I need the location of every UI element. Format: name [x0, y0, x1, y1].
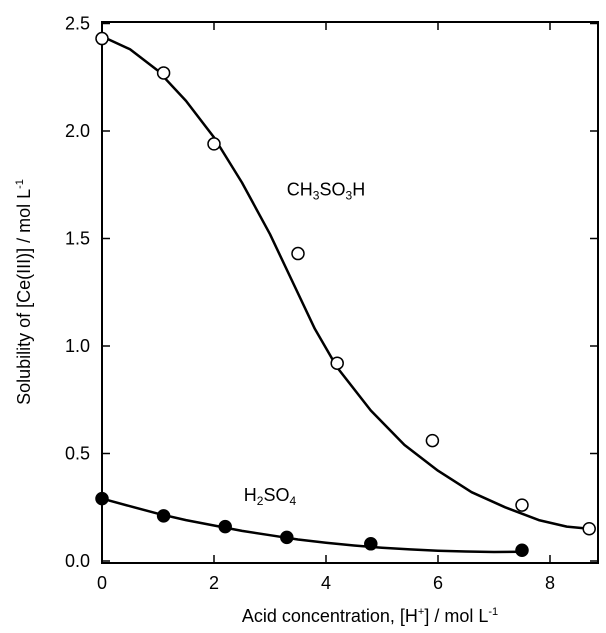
y-tick-label: 1.0 — [65, 336, 90, 356]
x-axis-ticks: 0 2 4 6 8 — [97, 22, 555, 593]
x-tick-label: 0 — [97, 573, 107, 593]
data-point-ch3so3h — [330, 356, 344, 370]
y-tick-label: 2.0 — [65, 121, 90, 141]
data-point-h2so4 — [156, 509, 171, 523]
series-label-ch3so3h: CH3SO3H — [287, 180, 365, 203]
y-tick-label: 0.5 — [65, 444, 90, 464]
data-point-ch3so3h — [515, 498, 529, 512]
data-point-ch3so3h — [95, 31, 109, 46]
x-tick-label: 8 — [545, 573, 555, 593]
y-axis-title: Solubility of [Ce(III)] / mol L-1 — [14, 179, 34, 405]
data-point-h2so4 — [515, 543, 529, 557]
data-point-ch3so3h — [207, 137, 221, 151]
data-point-ch3so3h — [582, 522, 596, 536]
data-point-h2so4 — [364, 537, 378, 551]
x-tick-label: 2 — [209, 573, 219, 593]
y-tick-label: 1.5 — [65, 229, 90, 249]
series-label-h2so4: H2SO4 — [244, 485, 297, 508]
data-point-h2so4 — [280, 530, 294, 545]
x-tick-label: 6 — [433, 573, 443, 593]
data-point-h2so4 — [95, 491, 109, 506]
plot-frame — [101, 21, 599, 564]
data-point-ch3so3h — [156, 66, 171, 80]
data-markers — [95, 31, 596, 557]
data-point-ch3so3h — [425, 433, 440, 448]
fit-curves — [101, 35, 590, 554]
y-tick-label: 2.5 — [65, 14, 90, 34]
y-axis-ticks: 0.0 0.5 1.0 1.5 2.0 2.5 — [65, 14, 598, 571]
data-point-ch3so3h — [291, 246, 305, 261]
data-point-h2so4 — [218, 519, 232, 534]
fit-curve-ch3so3h — [101, 35, 590, 531]
y-tick-label: 0.0 — [65, 551, 90, 571]
x-tick-label: 4 — [321, 573, 331, 593]
fit-curve-h2so4 — [101, 497, 523, 554]
x-axis-title: Acid concentration, [H+] / mol L-1 — [242, 606, 498, 626]
